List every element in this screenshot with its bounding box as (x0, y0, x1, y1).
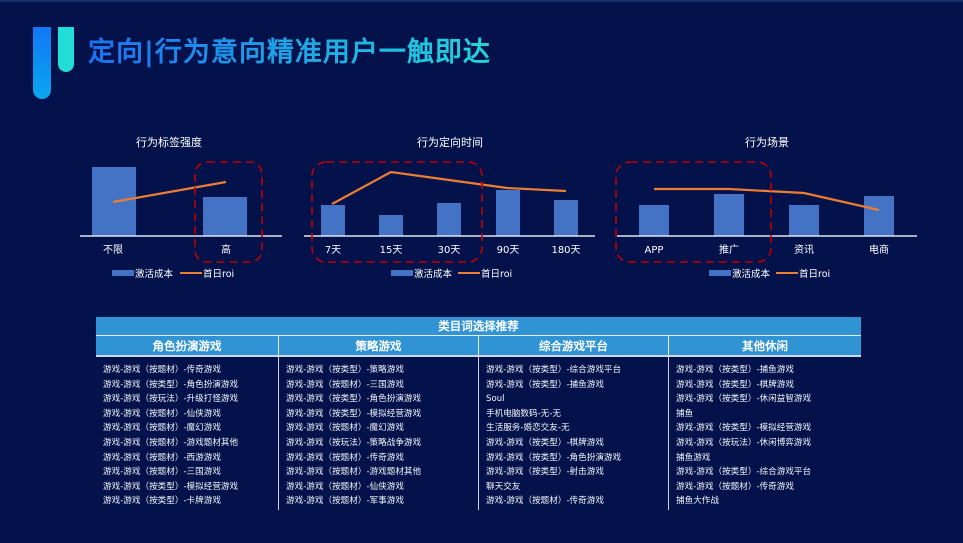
list-item: 游戏-游戏（按类型）-射击游戏 (486, 467, 604, 478)
legend-bar-label: 激活成本 (414, 268, 453, 280)
list-item: 捕鱼游戏 (676, 452, 711, 463)
roi-line (112, 180, 227, 204)
list-item: 游戏-游戏（按题材）-传奇游戏 (486, 496, 604, 507)
x-tick: 180天 (551, 245, 580, 256)
list-item: 游戏-游戏（按题材）-传奇游戏 (103, 365, 221, 375)
bar-gao (203, 197, 247, 236)
list-item: 游戏-游戏（按类型）-综合游戏平台 (486, 365, 622, 375)
x-tick: 资讯 (794, 244, 814, 256)
legend-bar-label: 激活成本 (135, 268, 174, 280)
x-tick: 推广 (719, 243, 739, 256)
column-header: 角色扮演游戏 (96, 336, 279, 355)
column-platform: 游戏-游戏（按类型）-综合游戏平台 游戏-游戏（按类型）-捕鱼游戏 Soul 手… (479, 357, 669, 510)
x-tick: 高 (221, 243, 231, 256)
list-item: 捕鱼 (676, 408, 694, 419)
bar-30d (437, 203, 461, 236)
list-item: 游戏-游戏（按题材）-魔幻游戏 (286, 423, 404, 434)
list-item: 游戏-游戏（按玩法）-升级打怪游戏 (103, 394, 239, 405)
legend-bar-label: 激活成本 (732, 268, 771, 280)
list-item: 游戏-游戏（按类型）-策略游戏 (286, 365, 404, 375)
x-tick: APP (645, 245, 664, 256)
bar-tuiguang (714, 194, 744, 236)
category-keyword-table: 类目词选择推荐 角色扮演游戏 策略游戏 综合游戏平台 其他休闲 游戏-游戏（按题… (96, 317, 861, 510)
list-item: 游戏-游戏（按类型）-综合游戏平台 (676, 467, 812, 478)
legend-bar-icon (112, 270, 134, 276)
list-item: 游戏-游戏（按类型）-棋牌游戏 (676, 379, 794, 390)
x-tick: 电商 (869, 243, 889, 256)
logo-bar-icon (33, 27, 51, 99)
chart-title: 行为定向时间 (417, 135, 483, 149)
list-item: 游戏-游戏（按题材）-仙侠游戏 (103, 408, 221, 419)
chart-title: 行为标签强度 (136, 135, 202, 149)
list-item: 游戏-游戏（按题材）-仙侠游戏 (286, 481, 404, 492)
roi-line (654, 187, 880, 212)
bar-7d (321, 205, 345, 236)
list-item: 游戏-游戏（按题材）-魔幻游戏 (103, 423, 221, 434)
chart-behavior-tag-strength: 行为标签强度 不限 高 激活成本 首日roi (80, 135, 282, 280)
column-casual: 游戏-游戏（按类型）-捕鱼游戏 游戏-游戏（按类型）-棋牌游戏 游戏-游戏（按类… (669, 357, 861, 510)
bar-zixun (789, 205, 819, 236)
list-item: 游戏-游戏（按类型）-角色扮演游戏 (286, 394, 422, 405)
list-item: 游戏-游戏（按类型）-角色扮演游戏 (486, 452, 622, 463)
chart-title: 行为场景 (745, 135, 789, 149)
list-item: 游戏-游戏（按玩法）-休闲博弈游戏 (676, 437, 812, 448)
list-item: 游戏-游戏（按题材）-三国游戏 (286, 379, 404, 390)
highlight-box (311, 161, 483, 263)
table-body: 游戏-游戏（按题材）-传奇游戏 游戏-游戏（按类型）-角色扮演游戏 游戏-游戏（… (96, 357, 861, 510)
column-header: 策略游戏 (279, 336, 479, 355)
legend-line-label: 首日roi (799, 268, 830, 280)
legend-bar-icon (391, 270, 413, 276)
list-item: 游戏-游戏（按题材）-西游游戏 (103, 452, 221, 463)
column-rpg: 游戏-游戏（按题材）-传奇游戏 游戏-游戏（按类型）-角色扮演游戏 游戏-游戏（… (96, 357, 279, 510)
list-item: 游戏-游戏（按类型）-捕鱼游戏 (486, 379, 604, 390)
x-tick: 30天 (438, 245, 461, 256)
list-item: 捕鱼大作战 (676, 496, 719, 507)
x-tick: 不限 (103, 244, 123, 256)
roi-line (331, 170, 567, 205)
list-item: 游戏-游戏（按题材）-军事游戏 (286, 496, 404, 507)
legend-line-label: 首日roi (481, 268, 512, 280)
list-item: 聊天交友 (486, 481, 521, 492)
highlight-box (615, 161, 772, 263)
list-item: 游戏-游戏（按题材）-传奇游戏 (286, 452, 404, 463)
table-title: 类目词选择推荐 (96, 317, 861, 336)
column-header: 其他休闲 (742, 339, 788, 353)
list-item: 游戏-游戏（按类型）-休闲益智游戏 (676, 394, 812, 405)
list-item: 游戏-游戏（按题材）-传奇游戏 (676, 481, 794, 492)
list-item: 游戏-游戏（按题材）-游戏题材其他 (286, 467, 422, 478)
list-item: 游戏-游戏（按类型）-棋牌游戏 (486, 437, 604, 448)
bar-app (639, 205, 669, 236)
chart-behavior-scene: 行为场景 APP 推广 资讯 电商 激活成本 首日roi (615, 135, 917, 280)
list-item: 手机电脑数码-无-无 (486, 408, 561, 419)
x-tick: 90天 (497, 245, 520, 256)
chart-behavior-time: 行为定向时间 7天 15天 30天 90天 180天 激活成本 首日roi (304, 135, 595, 280)
legend-bar-icon (709, 270, 731, 276)
bar-15d (379, 215, 403, 236)
list-item: 游戏-游戏（按类型）-捕鱼游戏 (676, 365, 794, 375)
x-tick: 15天 (380, 245, 403, 256)
page-title: 定向|行为意向精准用户一触即达 (88, 30, 491, 69)
list-item: 游戏-游戏（按类型）-模拟经营游戏 (103, 481, 239, 492)
legend-line-label: 首日roi (203, 268, 234, 280)
bar-180d (554, 200, 578, 236)
list-item: 生活服务-婚恋交友-无 (486, 423, 570, 434)
list-item: 游戏-游戏（按类型）-角色扮演游戏 (103, 379, 239, 390)
list-item: Soul (486, 394, 505, 405)
charts-area: 行为标签强度 不限 高 激活成本 首日roi 行为定向时间 7天 15天 30天… (80, 135, 917, 280)
list-item: 游戏-游戏（按题材）-三国游戏 (103, 467, 221, 478)
table-header-row: 角色扮演游戏 策略游戏 综合游戏平台 其他休闲 (96, 336, 861, 357)
bar-90d (496, 190, 520, 236)
top-border (0, 0, 963, 2)
list-item: 游戏-游戏（按玩法）-策略战争游戏 (286, 437, 422, 448)
x-tick: 7天 (325, 245, 341, 256)
list-item: 游戏-游戏（按类型）-模拟经营游戏 (286, 408, 422, 419)
list-item: 游戏-游戏（按类型）-卡牌游戏 (103, 496, 221, 507)
list-item: 游戏-游戏（按题材）-游戏题材其他 (103, 437, 239, 448)
list-item: 游戏-游戏（按类型）-模拟经营游戏 (676, 423, 812, 434)
column-header: 综合游戏平台 (479, 336, 669, 355)
column-strategy: 游戏-游戏（按类型）-策略游戏 游戏-游戏（按题材）-三国游戏 游戏-游戏（按类… (279, 357, 479, 510)
bar-dianshang (864, 196, 894, 236)
logo-bar-short-icon (58, 27, 74, 72)
